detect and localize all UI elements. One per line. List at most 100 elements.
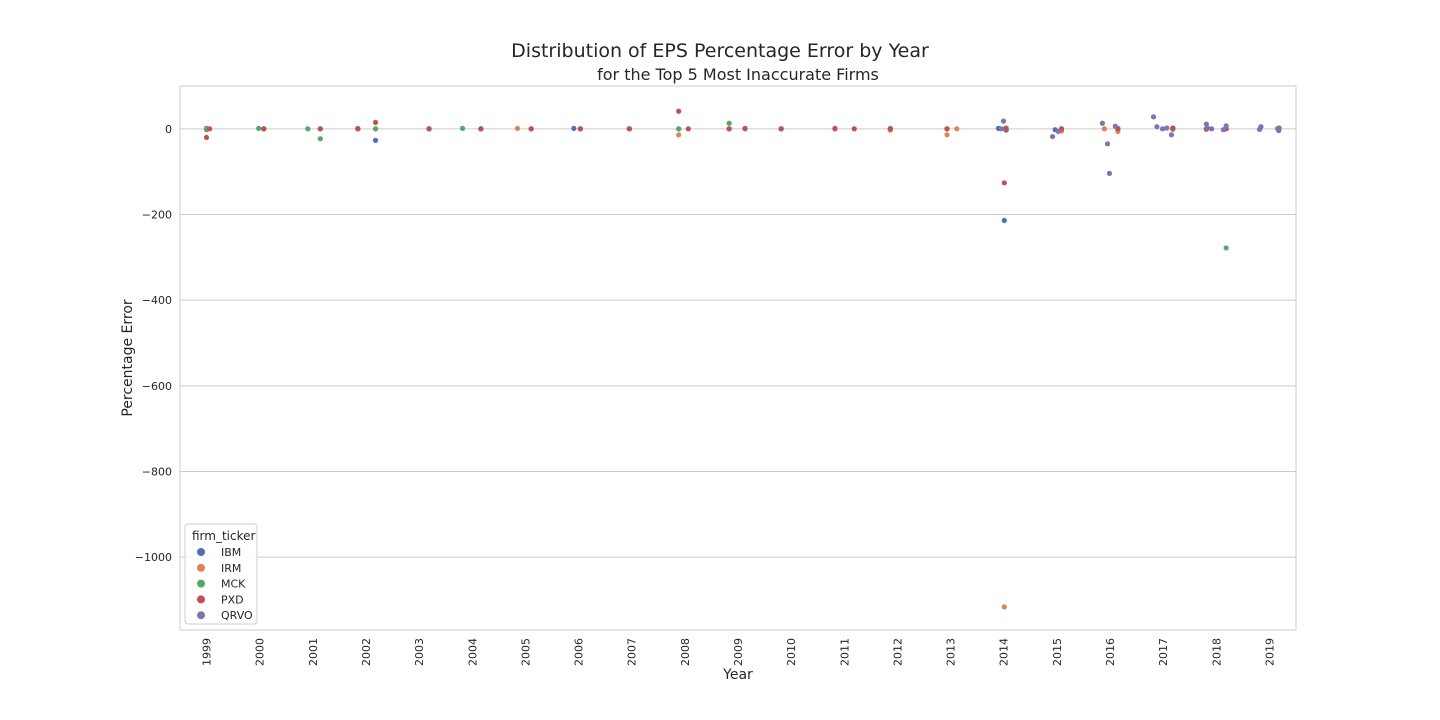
data-point-pxd [426, 126, 432, 132]
x-tick-label: 2015 [1051, 638, 1064, 666]
data-point-pxd [676, 108, 682, 114]
data-point-irm [1001, 604, 1007, 610]
data-point-qrvo [1106, 170, 1113, 176]
x-tick-label: 2001 [307, 638, 320, 666]
legend-label: PXD [221, 593, 244, 606]
x-tick-label: 2011 [838, 638, 851, 666]
x-tick-label: 2017 [1157, 638, 1170, 666]
legend-label: IBM [221, 546, 241, 559]
data-point-qrvo [1220, 127, 1227, 133]
data-point-mck [256, 125, 262, 132]
legend-label: QRVO [221, 609, 253, 622]
x-tick-label: 2010 [785, 638, 798, 666]
data-point-qrvo [1150, 114, 1157, 120]
data-point-pxd [778, 126, 784, 132]
data-point-qrvo [1159, 126, 1166, 132]
data-point-pxd [577, 126, 584, 132]
y-tick-label: 0 [165, 123, 172, 136]
x-tick-label: 2002 [360, 638, 373, 666]
legend-marker [197, 563, 205, 572]
data-point-irm [514, 125, 521, 132]
data-point-pxd [944, 126, 950, 132]
data-point-mck [1223, 245, 1229, 251]
data-point-pxd [726, 126, 732, 132]
data-point-qrvo [1154, 124, 1160, 130]
y-tick-label: −800 [142, 466, 172, 479]
x-tick-label: 2006 [573, 638, 586, 666]
y-tick-label: −1000 [135, 551, 172, 564]
data-point-pxd [528, 126, 534, 132]
data-point-irm [954, 126, 960, 132]
x-tick-label: 1999 [201, 638, 214, 666]
x-axis-label: Year [722, 667, 753, 683]
data-point-qrvo [1223, 123, 1229, 129]
data-point-qrvo [1209, 126, 1215, 132]
data-point-pxd [261, 126, 267, 132]
data-point-pxd [1003, 126, 1009, 132]
data-point-qrvo [1276, 127, 1282, 134]
data-point-qrvo [1164, 125, 1170, 131]
x-tick-label: 2018 [1210, 638, 1223, 666]
data-point-pxd [1001, 180, 1007, 186]
data-point-irm [944, 132, 950, 138]
data-point-qrvo [1168, 132, 1175, 138]
data-point-pxd [1170, 125, 1176, 131]
y-tick-label: −400 [142, 294, 172, 307]
data-point-irm [1101, 126, 1107, 132]
data-point-mck [676, 126, 682, 132]
x-tick-label: 2013 [945, 638, 958, 666]
legend-marker [197, 595, 205, 604]
data-point-pxd [372, 119, 379, 126]
x-tick-label: 2003 [413, 638, 426, 666]
data-point-qrvo [1099, 120, 1105, 126]
data-point-pxd [626, 126, 632, 132]
y-tick-label: −200 [142, 209, 172, 222]
data-point-pxd [317, 126, 323, 132]
data-point-qrvo [1049, 133, 1056, 140]
legend-marker [197, 611, 205, 620]
legend-label: IRM [221, 562, 241, 575]
chart-title: Distribution of EPS Percentage Error by … [511, 40, 929, 62]
data-point-mck [305, 126, 311, 132]
x-tick-label: 2004 [466, 638, 479, 666]
legend-marker [197, 548, 205, 556]
x-tick-label: 2005 [519, 638, 532, 666]
data-points [203, 108, 1282, 610]
x-tick-label: 2007 [626, 638, 639, 666]
x-tick-label: 2014 [998, 638, 1011, 666]
data-point-ibm [1001, 217, 1007, 224]
data-point-mck [372, 126, 379, 132]
data-point-qrvo [1256, 126, 1263, 132]
x-axis-ticks: 1999 2000 2001 2002 2003 2004 2005 2006 2007 2008… [201, 638, 1277, 666]
data-point-qrvo [1204, 125, 1210, 131]
y-axis-ticks: 0 −200 −400 −600 −800 −1000 [135, 123, 172, 564]
data-point-ibm [372, 137, 379, 143]
data-point-irm [676, 132, 682, 138]
grid [180, 128, 1296, 558]
plot-area [179, 85, 1297, 631]
y-axis-label: Percentage Error [120, 299, 136, 417]
data-point-pxd [478, 126, 484, 132]
x-tick-label: 2000 [254, 638, 267, 666]
data-point-qrvo [998, 126, 1004, 132]
data-point-mck [726, 120, 732, 126]
chart-subtitle: for the Top 5 Most Inaccurate Firms [597, 65, 879, 84]
x-tick-label: 2019 [1263, 638, 1276, 666]
data-point-mck [459, 125, 466, 132]
legend-label: MCK [221, 578, 246, 591]
legend: firm_ticker IBM IRM MCK PXD QRVO [184, 523, 258, 625]
legend-title: firm_ticker [192, 529, 256, 543]
legend-marker [197, 579, 205, 588]
x-tick-label: 2008 [679, 638, 692, 666]
data-point-pxd [355, 126, 361, 132]
data-point-pxd [887, 126, 893, 132]
x-tick-label: 2016 [1104, 638, 1117, 666]
data-point-pxd [685, 126, 691, 132]
data-point-qrvo [1112, 123, 1118, 129]
y-tick-label: −600 [142, 380, 172, 393]
data-point-pxd [832, 125, 838, 132]
data-point-pxd [207, 126, 213, 132]
data-point-pxd [851, 126, 857, 132]
data-point-qrvo [1104, 141, 1111, 147]
